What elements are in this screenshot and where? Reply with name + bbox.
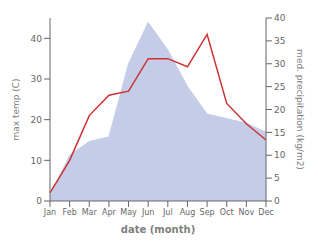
svg-text:20: 20 bbox=[31, 115, 43, 125]
svg-text:Sep: Sep bbox=[200, 208, 215, 217]
svg-text:15: 15 bbox=[274, 128, 285, 138]
svg-text:30: 30 bbox=[31, 74, 43, 84]
svg-text:5: 5 bbox=[274, 173, 280, 183]
svg-text:35: 35 bbox=[274, 36, 285, 46]
svg-text:10: 10 bbox=[274, 150, 286, 160]
svg-text:Mar: Mar bbox=[82, 208, 98, 217]
svg-text:Jul: Jul bbox=[162, 208, 173, 217]
svg-text:10: 10 bbox=[31, 156, 43, 166]
svg-text:date (month): date (month) bbox=[121, 224, 195, 235]
svg-text:20: 20 bbox=[274, 105, 286, 115]
svg-text:Nov: Nov bbox=[239, 208, 255, 217]
svg-text:med. precipitation (kg/m2): med. precipitation (kg/m2) bbox=[295, 49, 305, 170]
svg-text:0: 0 bbox=[36, 196, 42, 206]
svg-text:Oct: Oct bbox=[220, 208, 234, 217]
svg-text:30: 30 bbox=[274, 59, 286, 69]
svg-text:May: May bbox=[120, 208, 137, 217]
svg-text:max temp (C): max temp (C) bbox=[11, 78, 21, 140]
svg-text:Apr: Apr bbox=[102, 208, 117, 217]
svg-text:Jun: Jun bbox=[141, 208, 155, 217]
svg-text:40: 40 bbox=[274, 13, 286, 23]
svg-text:Aug: Aug bbox=[180, 208, 196, 217]
svg-text:Feb: Feb bbox=[63, 208, 77, 217]
svg-text:40: 40 bbox=[31, 34, 43, 44]
svg-text:0: 0 bbox=[274, 196, 280, 206]
svg-text:Dec: Dec bbox=[258, 208, 273, 217]
svg-text:Jan: Jan bbox=[43, 208, 56, 217]
svg-text:25: 25 bbox=[274, 82, 285, 92]
